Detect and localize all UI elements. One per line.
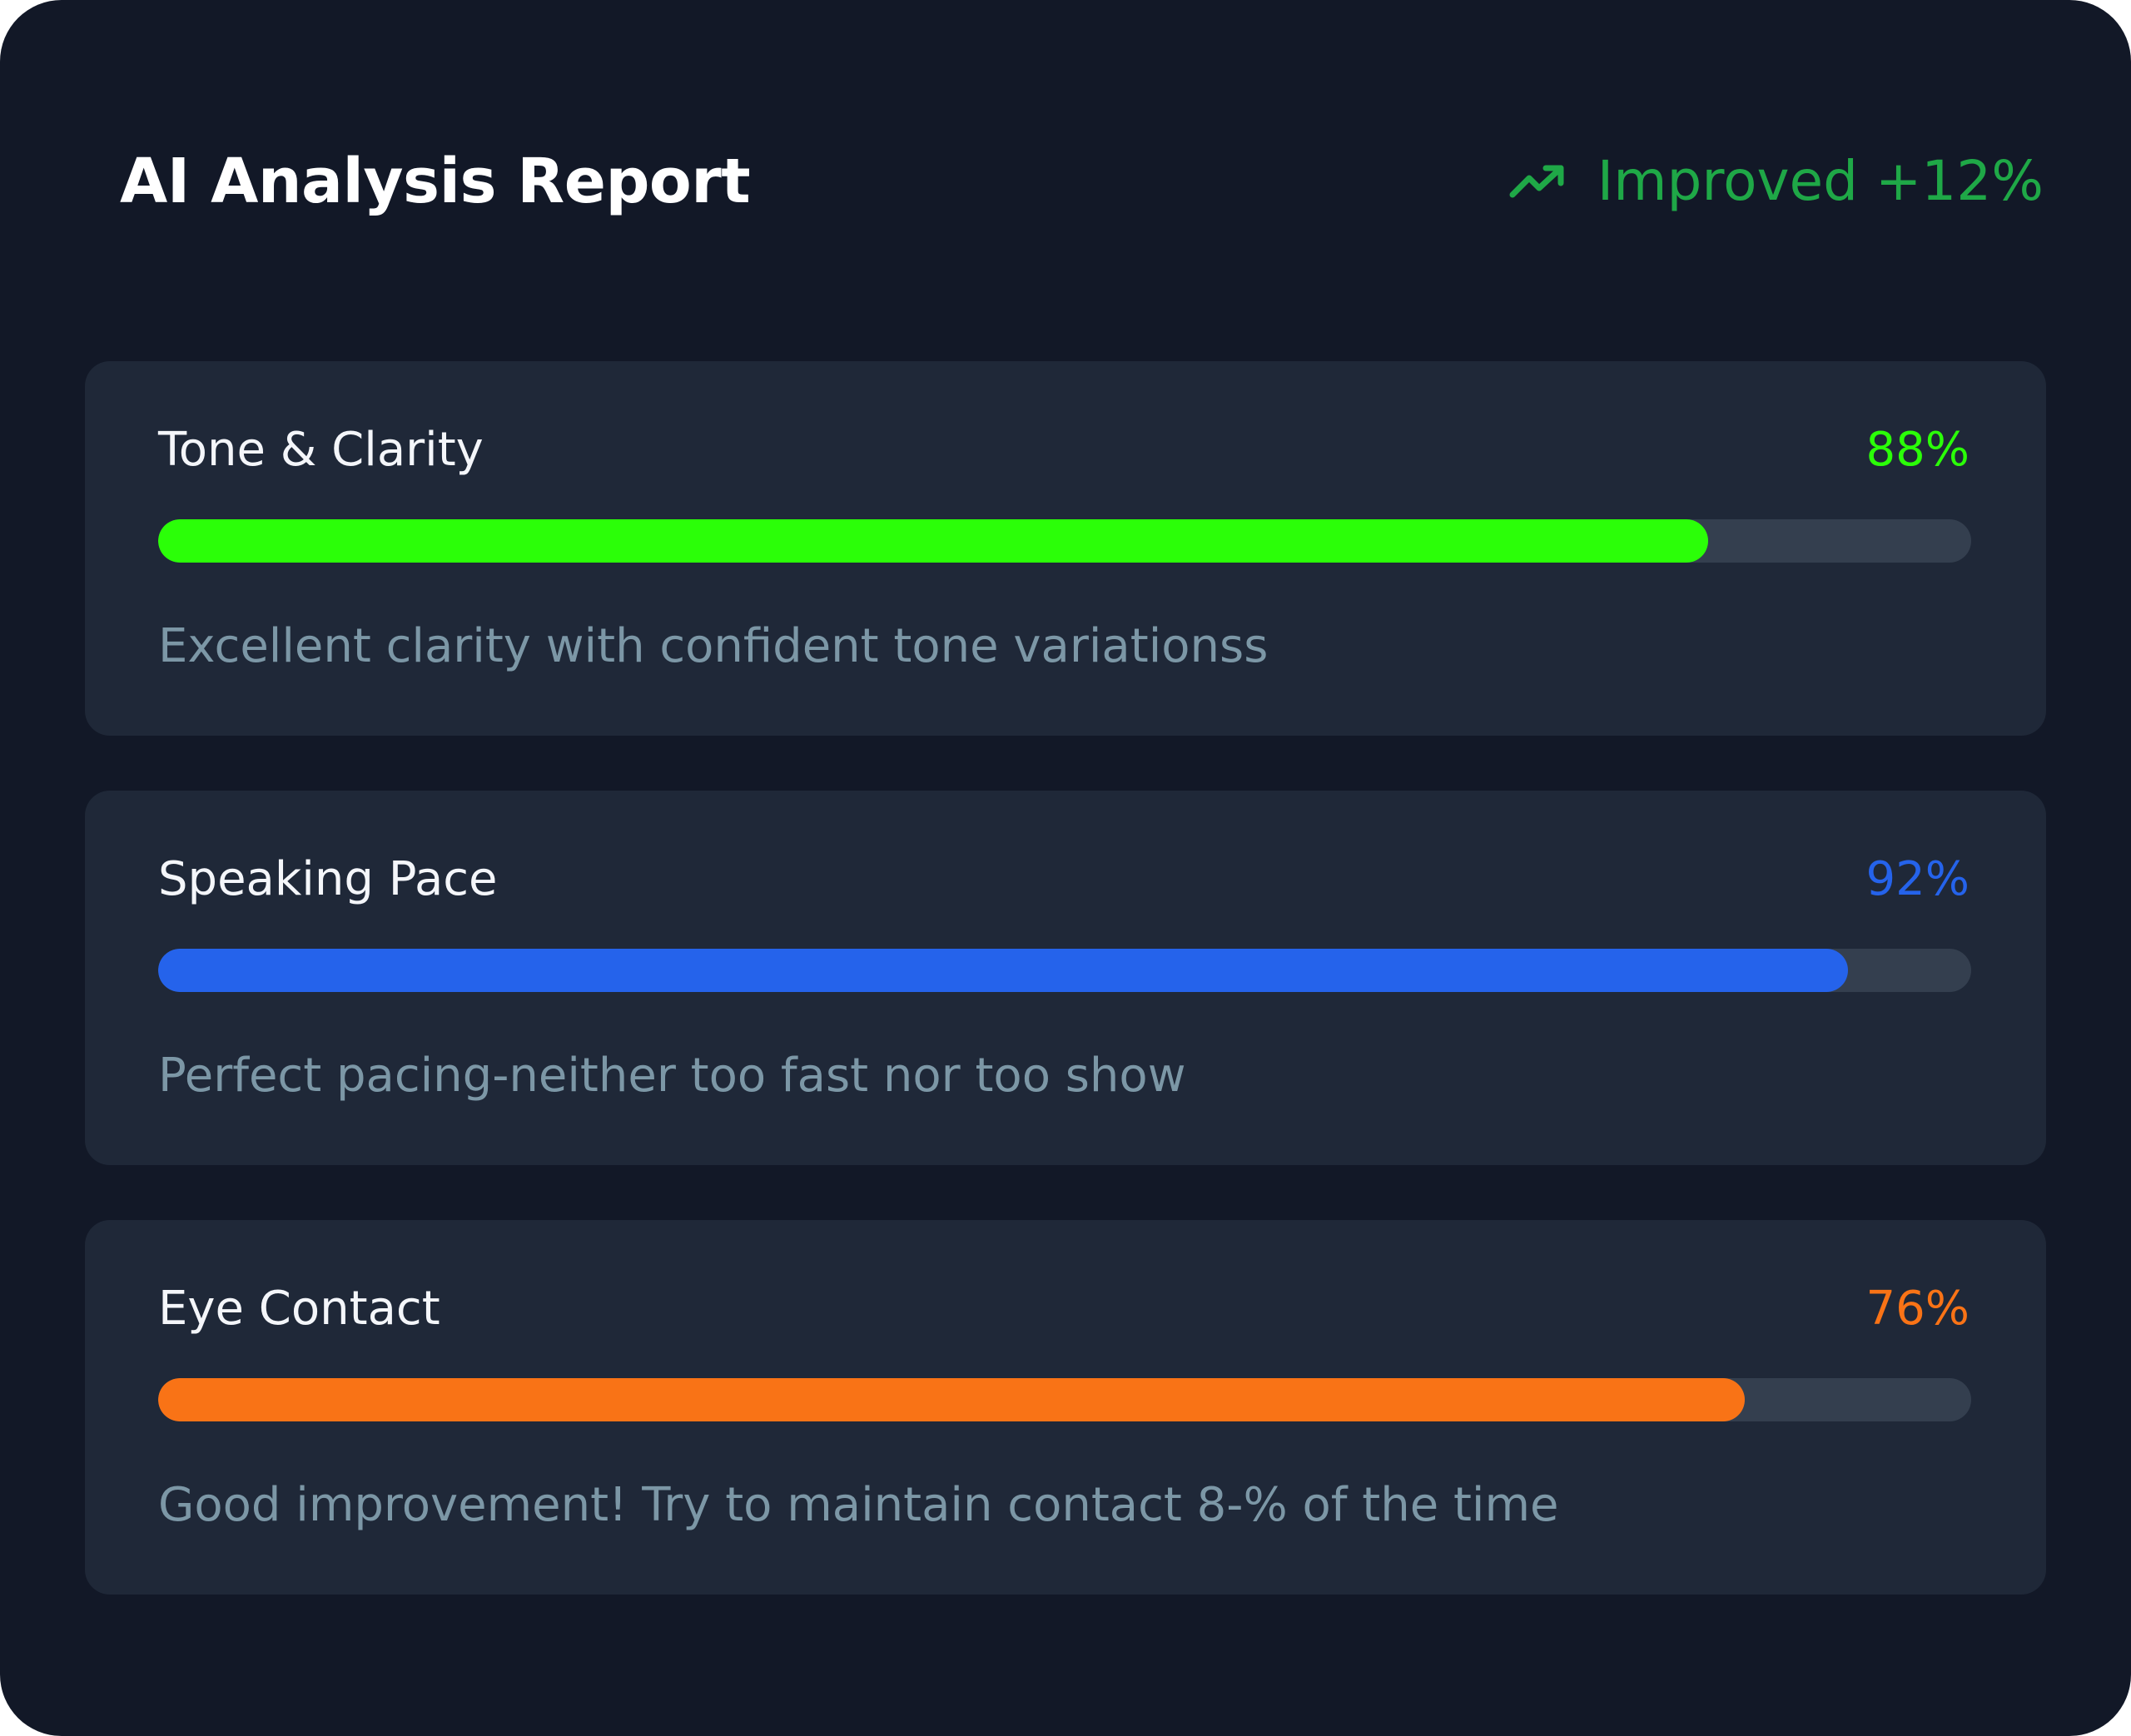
improvement-badge: Improved +12% xyxy=(1509,143,2044,220)
metric-card-tone-clarity: Tone & Clarity 88% Excellent clarity wit… xyxy=(85,361,2046,736)
progress-fill xyxy=(158,1378,1745,1421)
metric-description: Good improvement! Try to maintain contac… xyxy=(158,1478,1559,1532)
progress-track xyxy=(158,949,1971,992)
report-title: AI Analysis Report xyxy=(120,146,751,217)
progress-track xyxy=(158,1378,1971,1421)
metric-score: 76% xyxy=(1865,1282,1970,1336)
metric-description: Perfect pacing-neither too fast nor too … xyxy=(158,1049,1186,1103)
metric-score: 92% xyxy=(1865,852,1970,906)
metric-card-speaking-pace: Speaking Pace 92% Perfect pacing-neither… xyxy=(85,791,2046,1165)
progress-track xyxy=(158,519,1971,563)
progress-fill xyxy=(158,519,1709,563)
metric-score: 88% xyxy=(1865,423,1970,477)
metric-description: Excellent clarity with confident tone va… xyxy=(158,619,1269,673)
metric-title: Tone & Clarity xyxy=(158,423,484,477)
metric-title: Eye Contact xyxy=(158,1282,440,1336)
metric-title: Speaking Pace xyxy=(158,852,498,906)
metric-card-eye-contact: Eye Contact 76% Good improvement! Try to… xyxy=(85,1220,2046,1595)
trending-up-icon xyxy=(1509,161,1567,201)
progress-fill xyxy=(158,949,1848,992)
improvement-text: Improved +12% xyxy=(1597,149,2044,213)
